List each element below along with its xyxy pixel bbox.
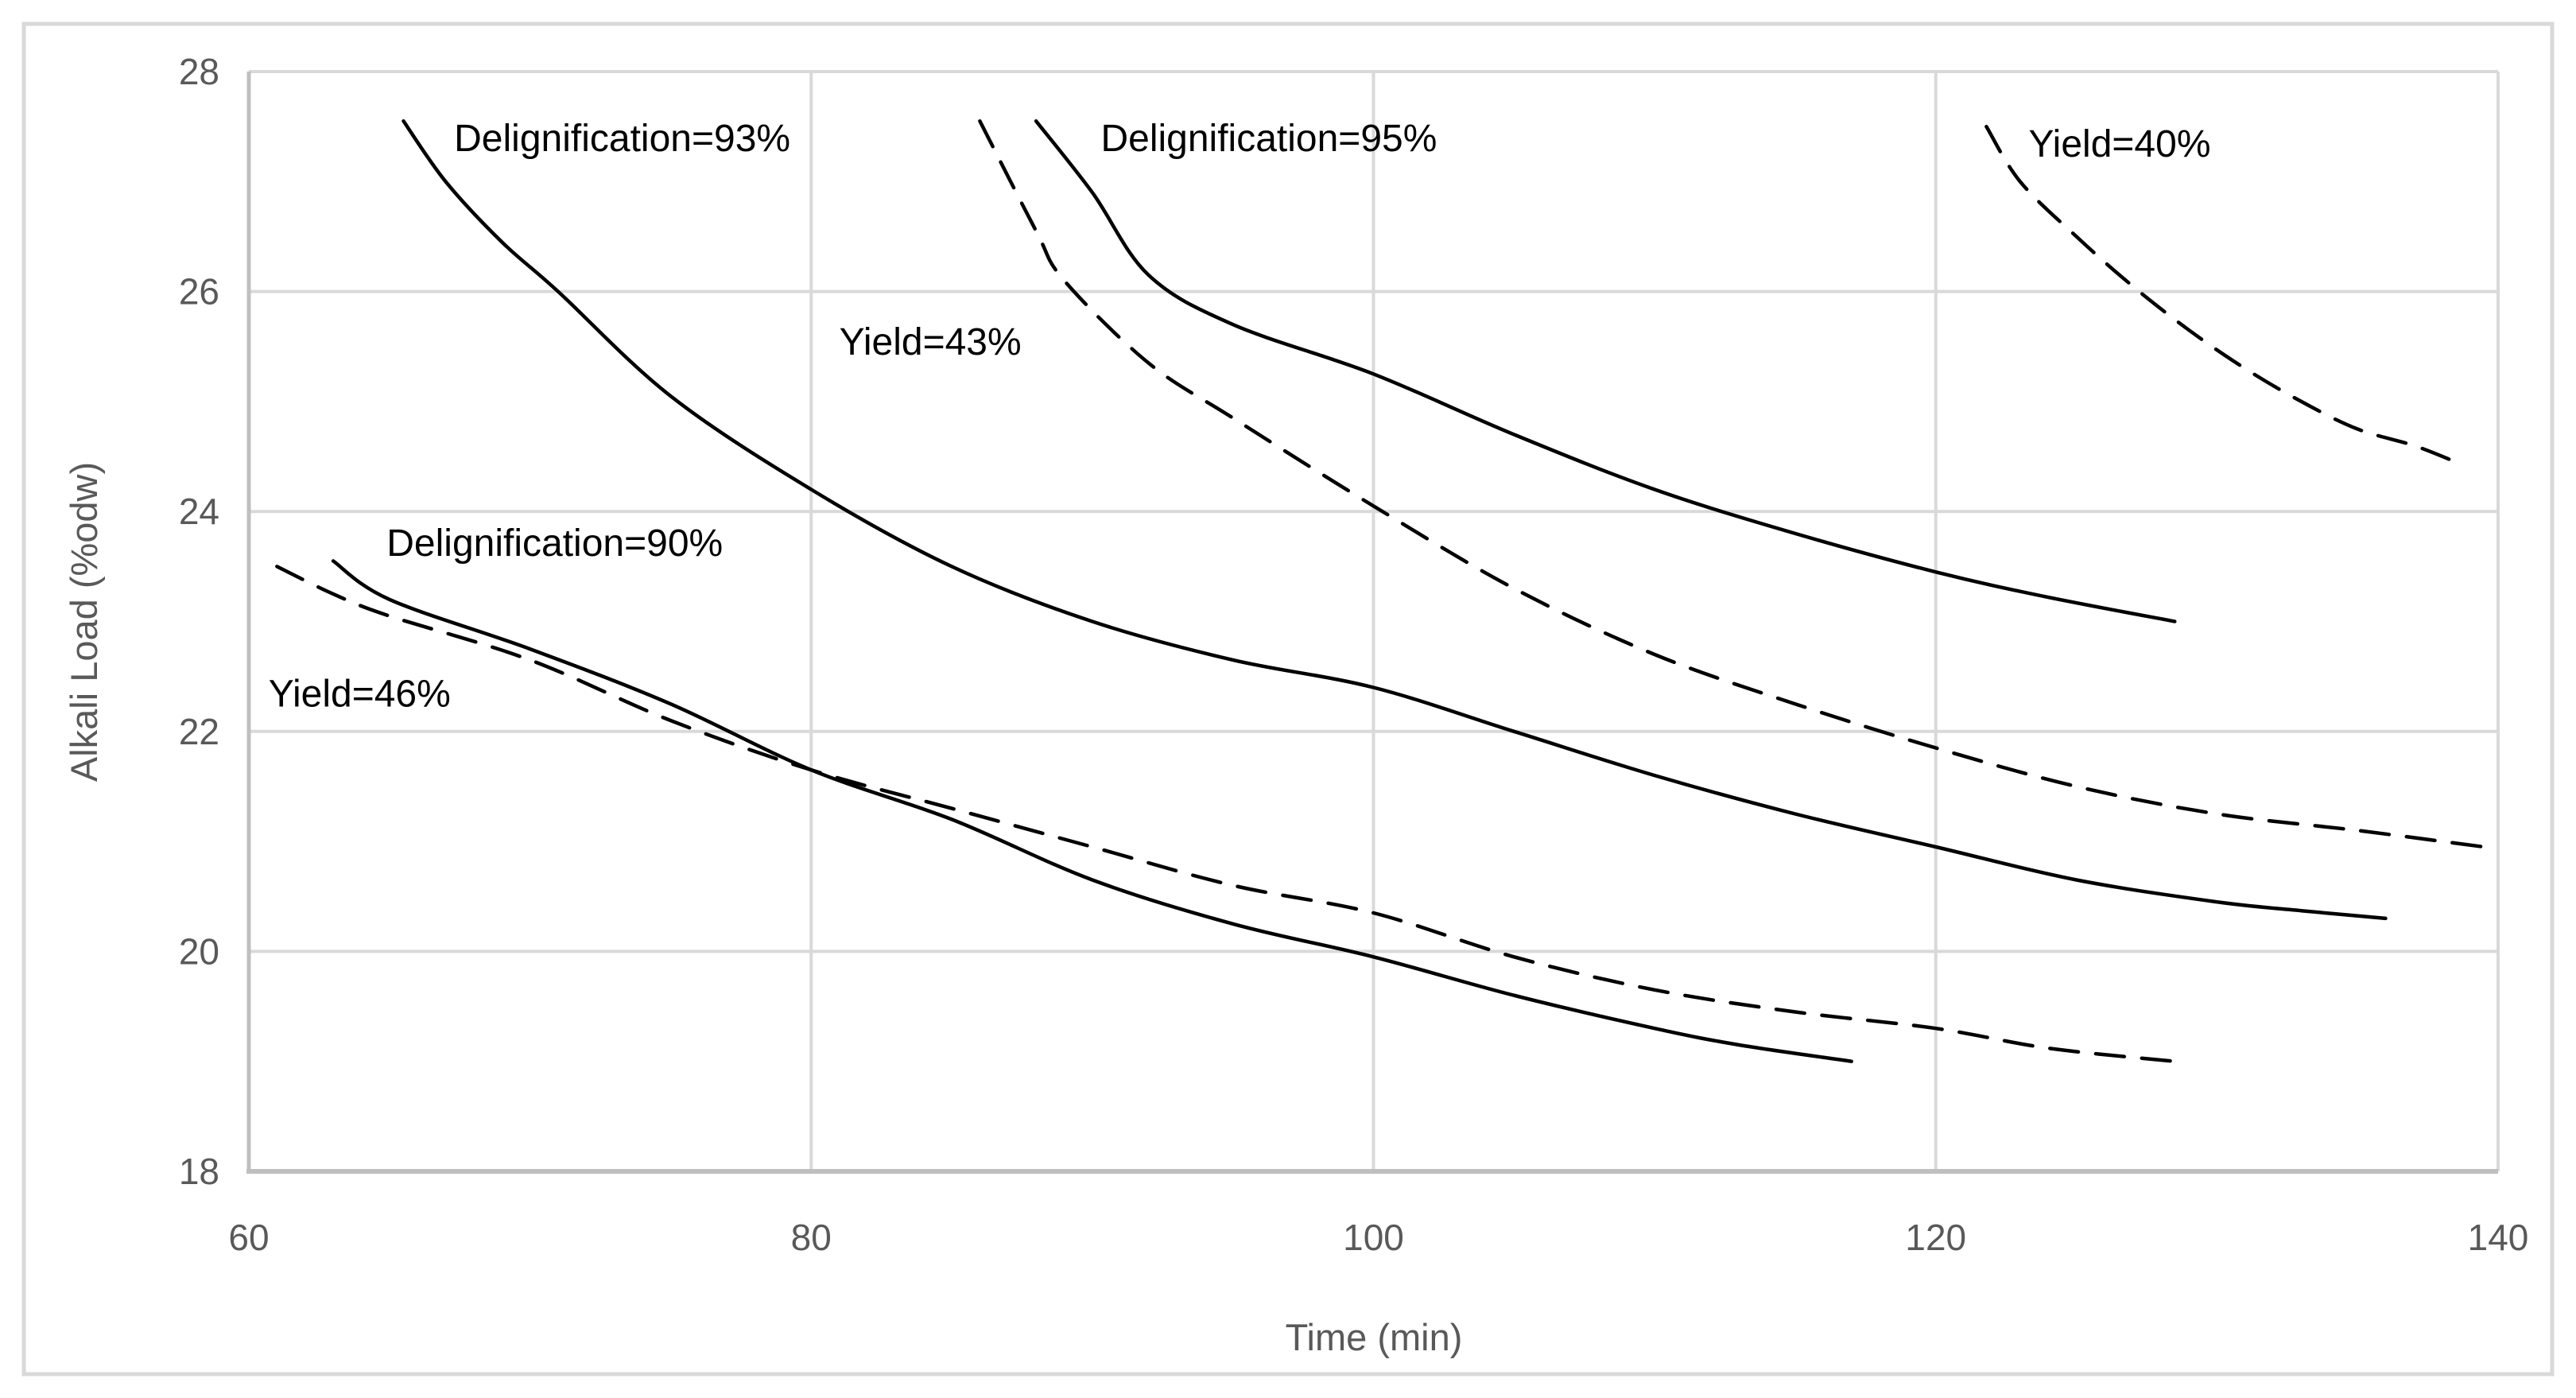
chart-layers: 60 80 100 120 140 18 20 22 24 26 28 Delignification… bbox=[21, 21, 2555, 1377]
curve-label-yield-43: Yield=43% bbox=[840, 321, 1022, 363]
figure-border bbox=[21, 21, 2555, 1377]
x-tick-label-100: 100 bbox=[1343, 1217, 1404, 1258]
curve-delignification-93 bbox=[402, 118, 2388, 921]
curve-label-delignification-90: Delignification=90% bbox=[386, 522, 723, 565]
curve-label-delignification-95: Delignification=95% bbox=[1100, 118, 1437, 160]
curve-label-yield-40: Yield=40% bbox=[2028, 123, 2210, 165]
y-tick-label-26: 26 bbox=[179, 271, 219, 313]
curve-yield-43 bbox=[978, 118, 2486, 849]
y-tick-label-20: 20 bbox=[179, 930, 219, 972]
y-tick-label-22: 22 bbox=[179, 711, 219, 752]
curve-yield-40 bbox=[1984, 124, 2458, 464]
x-tick-label-80: 80 bbox=[791, 1217, 832, 1258]
curve-label-yield-46: Yield=46% bbox=[269, 673, 451, 715]
curve-yield-46 bbox=[275, 565, 2177, 1063]
x-axis-title: Time (min) bbox=[1286, 1316, 1463, 1358]
x-tick-label-60: 60 bbox=[228, 1217, 269, 1258]
curve-delignification-90 bbox=[331, 559, 1853, 1063]
curve-delignification-95 bbox=[1034, 118, 2177, 623]
y-tick-label-24: 24 bbox=[179, 491, 219, 532]
x-tick-label-140: 140 bbox=[2468, 1217, 2529, 1258]
x-tick-label-120: 120 bbox=[1905, 1217, 1966, 1258]
y-tick-label-28: 28 bbox=[179, 51, 219, 92]
y-tick-label-18: 18 bbox=[179, 1151, 219, 1192]
y-axis-title: Alkali Load (%odw) bbox=[63, 462, 105, 782]
curve-label-delignification-93: Delignification=93% bbox=[454, 118, 790, 160]
